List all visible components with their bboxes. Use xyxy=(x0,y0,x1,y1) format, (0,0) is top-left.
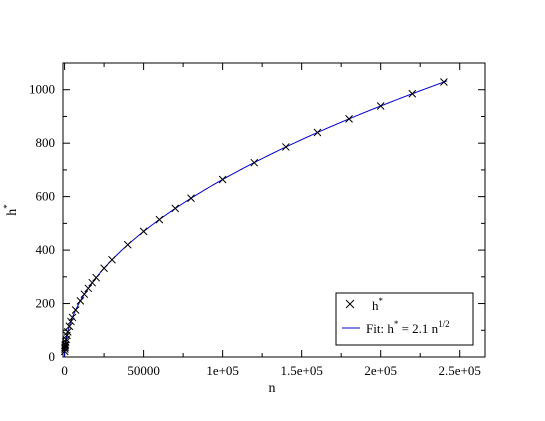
data-point xyxy=(440,78,448,86)
legend-label-data: h* xyxy=(372,296,384,313)
data-point xyxy=(408,89,417,98)
x-axis: 0 50000 1e+05 1.5e+05 2e+05 2.5e+05 xyxy=(61,63,481,378)
data-point xyxy=(313,128,322,137)
data-point xyxy=(171,204,180,213)
data-point xyxy=(187,194,195,203)
legend: h* Fit: h* = 2.1 n1/2 xyxy=(335,292,474,346)
x-tick-label: 50000 xyxy=(127,363,160,378)
x-tick-label: 2.5e+05 xyxy=(439,363,481,378)
plot-frame xyxy=(62,62,486,358)
x-axis-title: n xyxy=(269,381,276,396)
legend-box xyxy=(335,292,474,346)
x-tick-label: 2e+05 xyxy=(364,363,397,378)
legend-marker-icon xyxy=(345,299,355,309)
y-tick-label: 800 xyxy=(36,135,56,150)
data-point xyxy=(376,102,385,110)
data-point xyxy=(67,317,75,326)
y-axis: 0 200 400 600 800 1000 xyxy=(29,62,485,364)
data-point xyxy=(155,215,164,224)
data-point xyxy=(92,273,101,282)
data-point xyxy=(282,143,290,151)
data-point xyxy=(84,284,93,293)
y-tick-label: 0 xyxy=(49,349,56,364)
data-point xyxy=(63,328,72,336)
y-tick-label: 600 xyxy=(36,189,56,204)
data-point xyxy=(71,306,80,314)
data-point xyxy=(88,278,97,287)
data-point xyxy=(76,297,85,305)
y-axis-title: h* xyxy=(2,204,20,216)
data-point xyxy=(61,338,70,346)
y-tick-label: 1000 xyxy=(29,82,55,97)
legend-label-fit: Fit: h* = 2.1 n1/2 xyxy=(366,319,450,336)
y-tick-label: 400 xyxy=(36,242,56,257)
data-point xyxy=(123,240,132,249)
x-tick-label: 1e+05 xyxy=(206,363,239,378)
data-point xyxy=(100,264,108,273)
data-point xyxy=(65,322,74,331)
data-point xyxy=(218,175,227,184)
data-point xyxy=(80,290,89,299)
y-tick-label: 200 xyxy=(36,296,56,311)
data-point xyxy=(250,158,259,167)
svg-text:h*: h* xyxy=(2,204,20,216)
data-point xyxy=(345,115,353,123)
data-point xyxy=(139,227,148,236)
data-point xyxy=(68,313,77,322)
x-tick-label: 1.5e+05 xyxy=(280,363,322,378)
data-markers xyxy=(60,78,448,356)
data-point xyxy=(108,255,116,264)
x-tick-label: 0 xyxy=(61,363,68,378)
